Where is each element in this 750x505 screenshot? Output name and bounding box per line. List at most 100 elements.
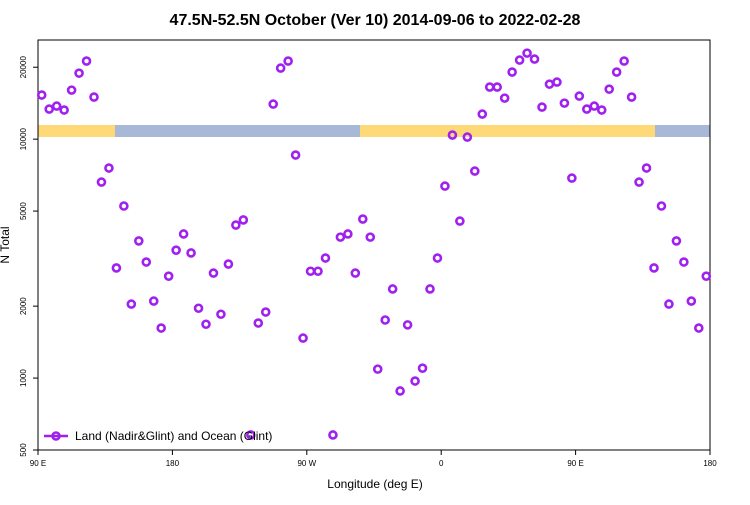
data-point [552, 77, 562, 87]
data-point [320, 253, 331, 263]
data-point [260, 307, 271, 317]
data-point [649, 263, 659, 273]
data-point [507, 67, 517, 77]
data-point [119, 201, 129, 211]
data-point [514, 55, 525, 65]
data-point [283, 56, 293, 66]
x-tick-label: 90 E [30, 459, 46, 468]
data-point [380, 315, 391, 325]
data-point [66, 85, 77, 95]
y-tick-label: 2000 [19, 297, 28, 315]
data-point [440, 181, 450, 191]
data-point [679, 257, 689, 267]
data-point [89, 92, 99, 102]
data-point [231, 220, 241, 230]
data-point [328, 430, 338, 440]
data-point [402, 320, 413, 330]
y-tick-label: 20000 [19, 56, 28, 79]
data-point [208, 268, 219, 278]
data-point [36, 90, 47, 100]
data-point [216, 309, 226, 320]
data-point [223, 259, 234, 269]
data-point [126, 299, 137, 309]
data-point [574, 91, 585, 101]
plot-frame [37, 39, 711, 451]
y-tick-label: 5000 [19, 202, 28, 220]
legend-label: Land (Nadir&Glint) and Ocean (Glint) [75, 429, 272, 443]
data-point [171, 245, 181, 255]
land-band [38, 125, 115, 137]
data-point [238, 215, 249, 225]
data-point [656, 201, 667, 211]
x-tick-label: 90 E [567, 459, 583, 468]
ocean-band [115, 125, 360, 137]
data-point [447, 130, 458, 140]
y-tick-label: 500 [19, 443, 28, 457]
data-point [365, 232, 376, 242]
data-point [178, 229, 189, 239]
data-point [141, 257, 152, 267]
data-point [74, 68, 84, 78]
x-tick-label: 180 [166, 459, 180, 468]
data-point [686, 296, 697, 306]
data-point [529, 54, 540, 64]
data-point [619, 56, 629, 66]
data-point [156, 323, 166, 333]
data-point [425, 284, 435, 294]
data-point [589, 101, 600, 111]
x-tick-label: 0 [439, 459, 444, 468]
data-point [290, 150, 301, 160]
data-point [455, 216, 465, 226]
data-point [611, 67, 622, 77]
data-point [581, 104, 592, 114]
data-point [567, 173, 577, 183]
data-point [59, 105, 69, 115]
land-ocean-band [38, 125, 710, 137]
data-point [81, 56, 92, 66]
data-point [432, 253, 443, 263]
data-point [186, 248, 196, 258]
data-point [350, 268, 361, 278]
data-point [343, 229, 353, 239]
data-point [417, 363, 428, 373]
data-point [253, 318, 264, 328]
data-point [596, 105, 607, 115]
data-point [499, 93, 510, 103]
data-point [275, 63, 286, 73]
data-point [671, 236, 682, 246]
legend-marker [51, 431, 61, 441]
y-tick-label: 10000 [19, 127, 28, 150]
data-point [201, 319, 211, 330]
data-point [163, 271, 174, 281]
data-point [604, 84, 615, 94]
data-point [148, 296, 159, 306]
data-point [410, 376, 420, 386]
x-tick-label: 90 W [297, 459, 316, 468]
x-axis-label: Longitude (deg E) [327, 477, 422, 491]
data-point [357, 214, 368, 224]
data-point [701, 271, 712, 281]
x-tick-label: 180 [703, 459, 717, 468]
data-point [559, 98, 570, 108]
data-point [246, 430, 256, 440]
data-point [469, 166, 480, 176]
land-band [360, 125, 655, 137]
data-point [96, 177, 107, 187]
data-point [268, 99, 279, 109]
data-point [372, 364, 383, 374]
data-point [104, 163, 114, 173]
data-point [395, 386, 405, 396]
data-point [44, 104, 55, 114]
data-point [193, 303, 204, 314]
data-point [134, 236, 144, 246]
data-point [626, 92, 637, 102]
data-point [298, 333, 308, 343]
y-axis-label: N Total [0, 226, 12, 263]
data-point [522, 48, 532, 58]
data-point [664, 299, 674, 309]
y-tick-label: 1000 [19, 369, 28, 387]
data-point [634, 177, 644, 187]
data-point [111, 263, 122, 273]
data-point [693, 323, 704, 333]
